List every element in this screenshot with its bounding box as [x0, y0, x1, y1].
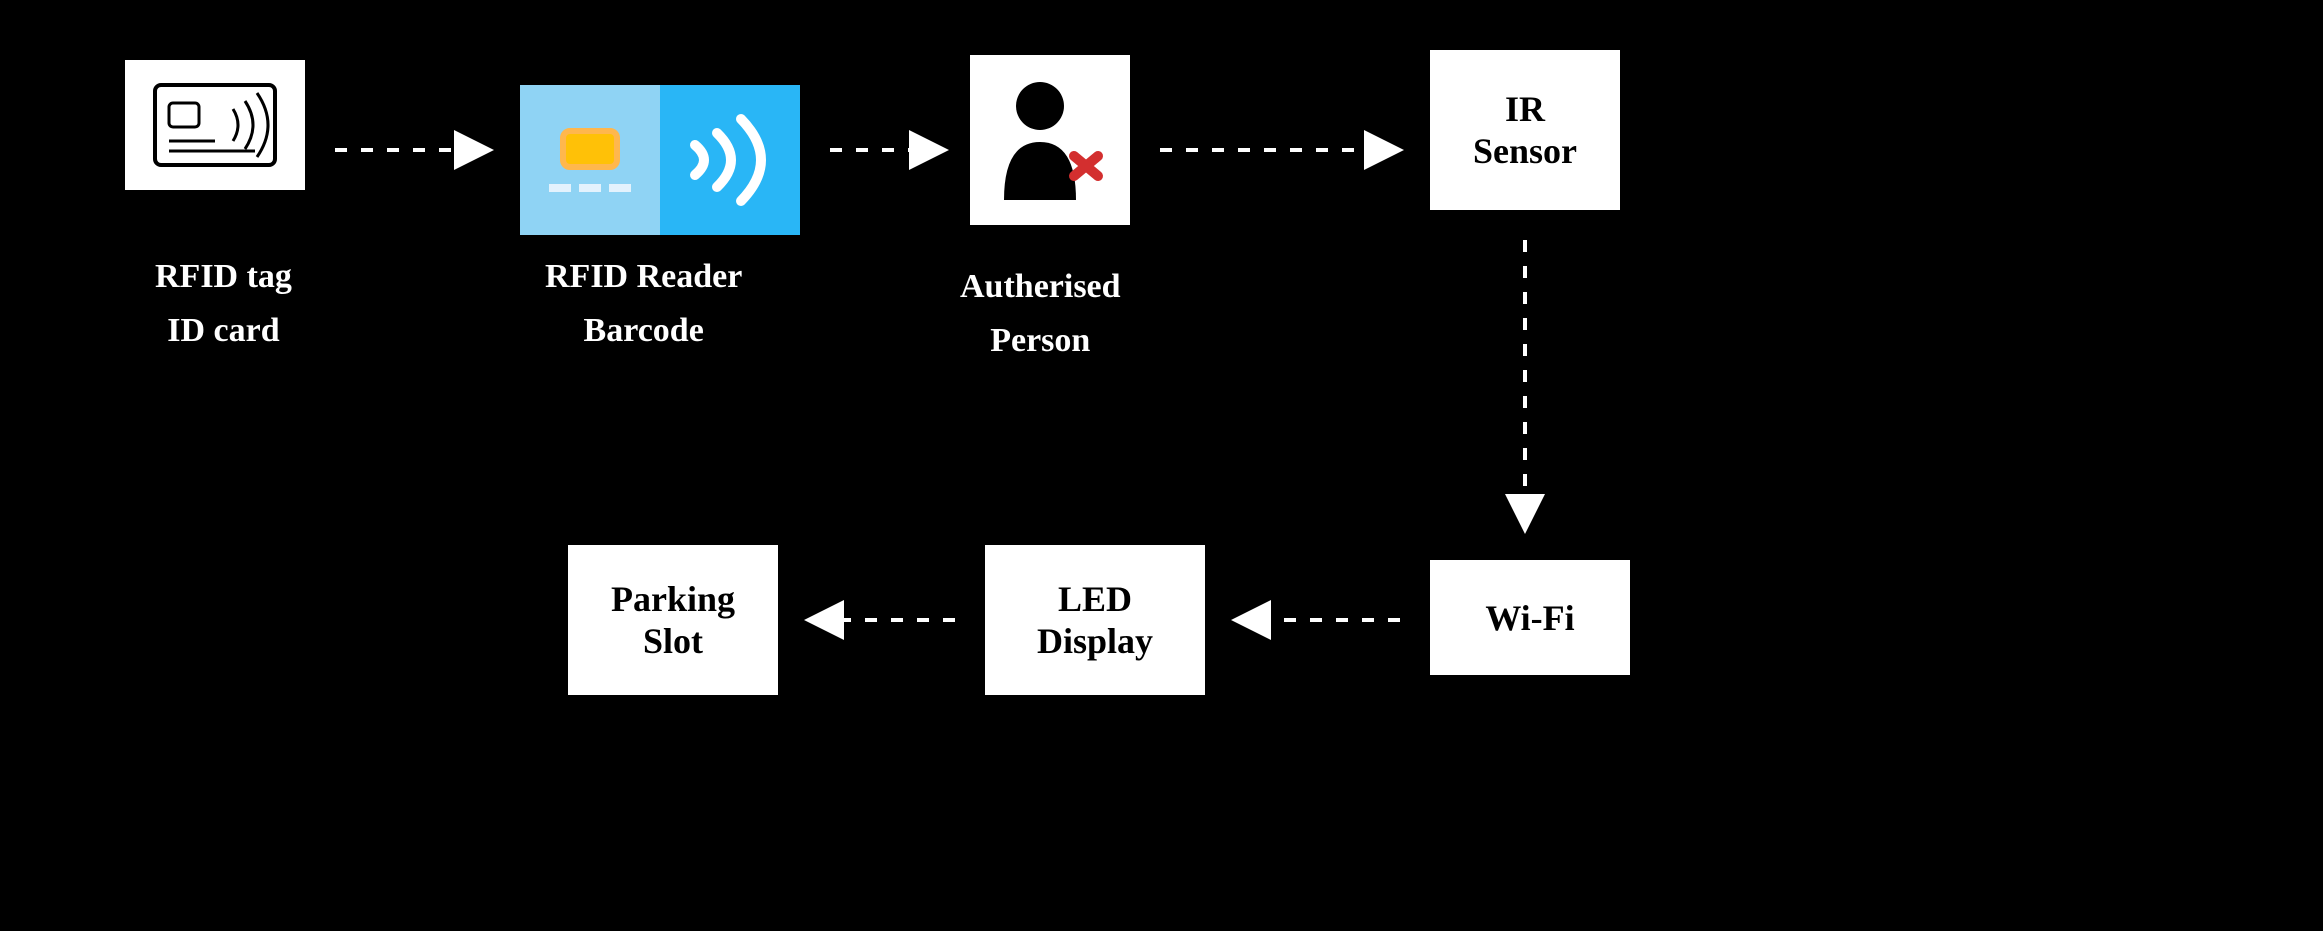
text-line: RFID tag — [155, 258, 292, 295]
text-line: Person — [990, 322, 1090, 359]
edges-layer — [0, 0, 2323, 931]
text-line: Autherised — [960, 268, 1121, 305]
text-line: Slot — [643, 620, 703, 662]
chip-icon — [560, 128, 620, 170]
authorised-person-label: Autherised Person — [960, 260, 1121, 369]
text-line: LED — [1058, 578, 1132, 620]
rfid-reader-label: RFID Reader Barcode — [545, 250, 742, 359]
text-line: Barcode — [584, 312, 704, 349]
text-line: Wi-Fi — [1485, 597, 1574, 639]
text-line: Display — [1037, 620, 1153, 662]
authorised-person-icon — [970, 55, 1130, 225]
text-line: RFID Reader — [545, 258, 742, 295]
wifi-node: Wi-Fi — [1430, 560, 1630, 675]
text-line: Parking — [611, 578, 735, 620]
card-dashes — [549, 184, 631, 192]
text-line: Sensor — [1473, 130, 1577, 172]
rfid-reader-waves — [660, 85, 800, 235]
rfid-reader-card — [520, 85, 660, 235]
led-display-node: LED Display — [985, 545, 1205, 695]
rfid-tag-icon — [125, 60, 305, 190]
rfid-reader-icon — [520, 85, 800, 235]
parking-slot-node: Parking Slot — [568, 545, 778, 695]
text-line: IR — [1505, 88, 1545, 130]
text-line: ID card — [167, 312, 279, 349]
rfid-tag-label: RFID tag ID card — [155, 250, 292, 359]
ir-sensor-node: IR Sensor — [1430, 50, 1620, 210]
